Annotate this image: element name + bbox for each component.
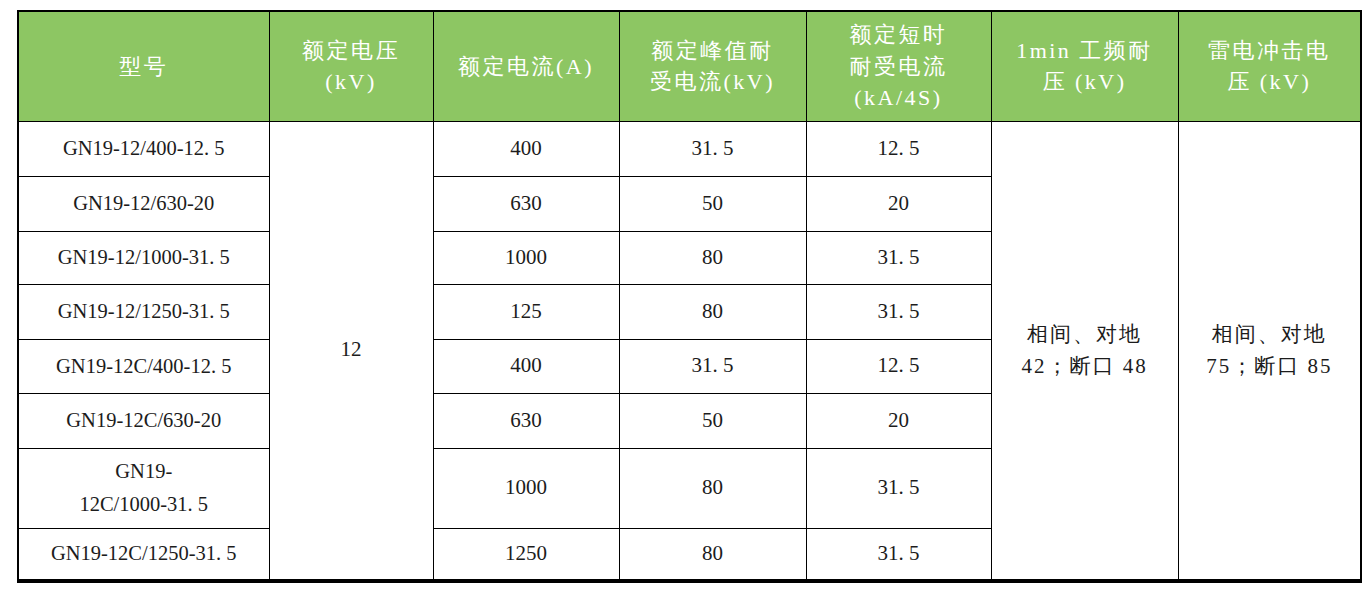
col-header-rated-voltage: 额定电压 (kV) xyxy=(269,11,433,121)
peak-cell: 80 xyxy=(619,231,806,284)
col-header-model: 型号 xyxy=(18,11,269,121)
current-cell: 630 xyxy=(433,393,619,448)
current-cell: 1000 xyxy=(433,231,619,284)
current-cell: 125 xyxy=(433,284,619,339)
peak-cell: 80 xyxy=(619,284,806,339)
switch-spec-table: 型号 额定电压 (kV) 额定电流(A) 额定峰值耐 受电流(kV) 额定短时 … xyxy=(17,10,1362,583)
peak-cell: 50 xyxy=(619,393,806,448)
short-time-cell: 12. 5 xyxy=(806,339,991,393)
model-cell: GN19-12C/1250-31. 5 xyxy=(18,528,269,581)
peak-cell: 31. 5 xyxy=(619,339,806,393)
col-header-power-frequency: 1min 工频耐 压 (kV) xyxy=(991,11,1178,121)
current-cell: 400 xyxy=(433,121,619,176)
peak-cell: 80 xyxy=(619,528,806,581)
col-header-short-time-withstand: 额定短时 耐受电流 (kA/4S) xyxy=(806,11,991,121)
model-cell: GN19-12/400-12. 5 xyxy=(18,121,269,176)
current-cell: 1250 xyxy=(433,528,619,581)
short-time-cell: 20 xyxy=(806,176,991,231)
col-header-lightning-impulse: 雷电冲击电 压 (kV) xyxy=(1178,11,1361,121)
rated-voltage-merged-cell: 12 xyxy=(269,121,433,581)
peak-cell: 80 xyxy=(619,448,806,528)
current-cell: 1000 xyxy=(433,448,619,528)
model-cell: GN19-12/630-20 xyxy=(18,176,269,231)
short-time-cell: 31. 5 xyxy=(806,284,991,339)
col-header-rated-current: 额定电流(A) xyxy=(433,11,619,121)
model-cell: GN19- 12C/1000-31. 5 xyxy=(18,448,269,528)
peak-cell: 31. 5 xyxy=(619,121,806,176)
document-page: 型号 额定电压 (kV) 额定电流(A) 额定峰值耐 受电流(kV) 额定短时 … xyxy=(0,0,1366,590)
model-cell: GN19-12/1000-31. 5 xyxy=(18,231,269,284)
short-time-cell: 31. 5 xyxy=(806,448,991,528)
model-cell: GN19-12C/630-20 xyxy=(18,393,269,448)
lightning-impulse-merged-cell: 相间、对地 75；断口 85 xyxy=(1178,121,1361,581)
short-time-cell: 20 xyxy=(806,393,991,448)
short-time-cell: 12. 5 xyxy=(806,121,991,176)
model-cell: GN19-12C/400-12. 5 xyxy=(18,339,269,393)
model-cell: GN19-12/1250-31. 5 xyxy=(18,284,269,339)
peak-cell: 50 xyxy=(619,176,806,231)
header-row: 型号 额定电压 (kV) 额定电流(A) 额定峰值耐 受电流(kV) 额定短时 … xyxy=(18,11,1361,121)
col-header-peak-withstand: 额定峰值耐 受电流(kV) xyxy=(619,11,806,121)
short-time-cell: 31. 5 xyxy=(806,231,991,284)
power-frequency-merged-cell: 相间、对地 42；断口 48 xyxy=(991,121,1178,581)
table-row: GN19-12/400-12. 5 12 400 31. 5 12. 5 相间、… xyxy=(18,121,1361,176)
current-cell: 630 xyxy=(433,176,619,231)
current-cell: 400 xyxy=(433,339,619,393)
short-time-cell: 31. 5 xyxy=(806,528,991,581)
